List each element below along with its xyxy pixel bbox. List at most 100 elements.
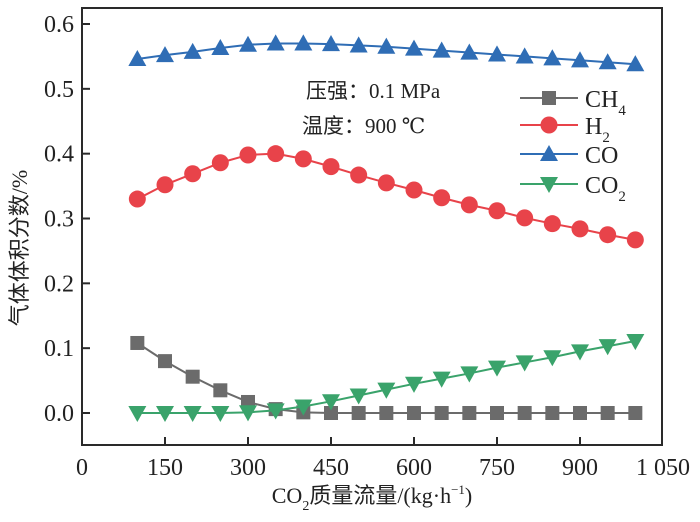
- data-point-co: [543, 49, 562, 66]
- x-tick-label: 600: [396, 455, 432, 481]
- data-point-ch4: [130, 335, 145, 350]
- data-point-co: [571, 51, 589, 68]
- data-point-co2: [460, 366, 479, 383]
- y-tick-label: 0.1: [44, 336, 74, 362]
- annotation-temperature: 温度：900 ℃: [302, 114, 425, 138]
- x-tick-label: 1 050: [636, 455, 690, 481]
- data-point-h2: [405, 181, 423, 199]
- data-point-co: [488, 45, 506, 62]
- data-point-ch4: [462, 406, 477, 420]
- legend-item-h2: H2: [520, 114, 610, 146]
- y-axis-label: 气体体积分数/%: [7, 170, 32, 326]
- data-point-co: [128, 49, 147, 67]
- data-point-ch4: [628, 406, 643, 420]
- series-line-h2: [136, 152, 636, 241]
- data-point-ch4: [600, 406, 615, 420]
- data-point-co2: [349, 388, 368, 405]
- x-axis-label: CO2质量流量/(kg·h−1): [272, 482, 473, 514]
- data-point-co: [432, 41, 451, 58]
- series-line-ch4: [136, 342, 636, 414]
- data-point-co2: [515, 355, 534, 372]
- series-ch4: [130, 335, 643, 420]
- data-point-ch4: [407, 406, 421, 420]
- series-h2: [128, 145, 644, 249]
- data-point-ch4: [158, 354, 172, 369]
- data-point-h2: [543, 215, 561, 233]
- data-point-h2: [516, 209, 534, 227]
- data-point-ch4: [573, 406, 587, 420]
- axes: 0.0 0.1 0.2 0.3 0.4 0.5 0.6 0 150 300 450 600 750 900…: [44, 7, 690, 481]
- data-point-co: [239, 35, 257, 52]
- legend-label: CO2: [585, 173, 626, 205]
- legend-label: H2: [585, 114, 610, 146]
- data-point-co2: [626, 333, 645, 351]
- data-point-ch4: [490, 406, 504, 420]
- y-tick-label: 0.6: [44, 12, 74, 38]
- data-point-ch4: [379, 406, 394, 420]
- axis-labels: CO2质量流量/(kg·h−1) 气体体积分数/%: [7, 170, 472, 514]
- data-point-ch4: [351, 406, 366, 420]
- data-point-co2: [156, 405, 174, 423]
- x-tick-label: 0: [76, 455, 88, 481]
- series-co: [128, 34, 645, 72]
- legend-marker: [540, 176, 558, 194]
- data-point-ch4: [517, 406, 532, 420]
- annotation-pressure: 压强：0.1 MPa: [306, 79, 441, 103]
- data-point-h2: [156, 176, 174, 194]
- data-point-co2: [183, 405, 202, 423]
- y-tick-label: 0.4: [44, 142, 74, 168]
- data-point-h2: [571, 220, 589, 238]
- data-point-co: [460, 43, 479, 60]
- data-point-ch4: [185, 369, 200, 384]
- legend-item-ch4: CH4: [520, 87, 626, 119]
- data-point-co2: [543, 350, 562, 367]
- legend-marker: [540, 116, 558, 134]
- data-point-co: [211, 38, 230, 56]
- data-point-h2: [626, 231, 644, 249]
- data-point-ch4: [213, 383, 228, 398]
- data-point-co2: [128, 405, 147, 423]
- data-point-ch4: [324, 406, 338, 420]
- data-point-ch4: [545, 406, 560, 420]
- legend-label: CO: [585, 143, 618, 169]
- data-point-co: [183, 42, 202, 59]
- data-point-co: [598, 53, 617, 70]
- data-point-co2: [211, 405, 230, 423]
- data-point-ch4: [434, 406, 449, 420]
- y-tick-label: 0.5: [44, 77, 74, 103]
- data-point-co2: [266, 403, 285, 420]
- y-tick-label: 0.2: [44, 271, 74, 297]
- data-point-co2: [377, 382, 396, 399]
- data-point-h2: [488, 202, 506, 220]
- data-point-h2: [350, 166, 368, 184]
- data-point-co2: [405, 376, 423, 393]
- annotations: 压强：0.1 MPa 温度：900 ℃: [302, 79, 441, 138]
- data-point-co: [377, 37, 396, 54]
- series-co2: [128, 333, 645, 423]
- data-point-co2: [571, 344, 589, 361]
- series-line-co2: [137, 340, 636, 414]
- legend-marker: [542, 91, 556, 105]
- data-point-h2: [599, 226, 617, 244]
- data-point-h2: [460, 196, 478, 214]
- x-tick-label: 300: [230, 455, 266, 481]
- data-point-h2: [377, 174, 395, 192]
- legend-label: CH4: [585, 87, 626, 119]
- data-point-h2: [294, 150, 312, 168]
- data-point-co: [405, 39, 423, 56]
- data-point-h2: [184, 165, 202, 183]
- data-point-co2: [432, 371, 451, 388]
- y-tick-label: 0.3: [44, 207, 74, 233]
- x-tick-label: 450: [313, 455, 349, 481]
- data-point-h2: [211, 154, 229, 172]
- x-tick-label: 750: [479, 455, 515, 481]
- data-point-co: [322, 35, 340, 52]
- data-point-h2: [433, 189, 451, 207]
- data-point-h2: [267, 145, 285, 163]
- legend-marker: [540, 144, 558, 162]
- data-point-co2: [598, 339, 617, 356]
- data-point-h2: [128, 190, 146, 208]
- data-point-co: [266, 34, 285, 51]
- data-point-co: [294, 34, 313, 51]
